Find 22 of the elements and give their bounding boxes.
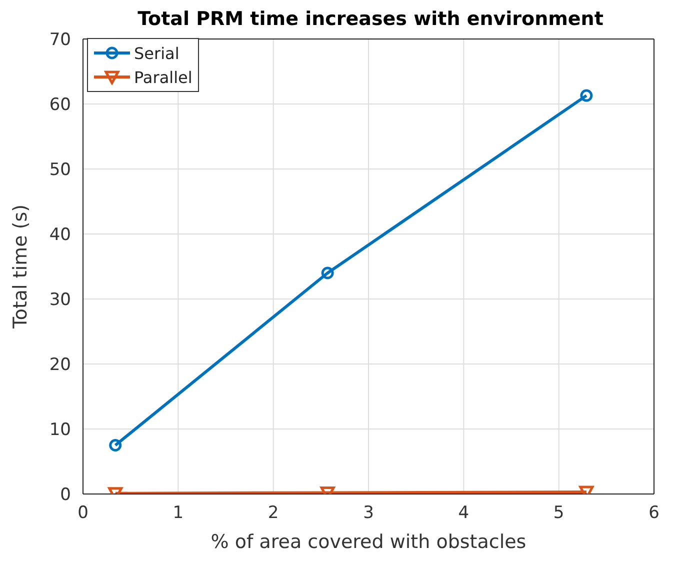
x-axis-title: % of area covered with obstacles bbox=[210, 531, 526, 553]
y-tick-label: 70 bbox=[49, 30, 71, 50]
x-tick-label: 3 bbox=[363, 503, 374, 524]
legend-label: Parallel bbox=[134, 68, 192, 86]
y-tick-label: 10 bbox=[49, 420, 71, 440]
y-tick-label: 0 bbox=[60, 485, 71, 506]
y-tick-label: 30 bbox=[49, 290, 71, 310]
y-axis-title: Total time (s) bbox=[10, 204, 32, 330]
point bbox=[321, 266, 334, 280]
x-tick-label: 4 bbox=[458, 503, 470, 524]
y-tick-label: 20 bbox=[49, 355, 71, 376]
x-tick-label: 5 bbox=[553, 503, 564, 524]
x-tick-label: 2 bbox=[268, 503, 279, 524]
legend-label: Serial bbox=[134, 44, 180, 62]
x-tick-label: 0 bbox=[78, 503, 88, 524]
x-tick-label: 1 bbox=[172, 503, 184, 524]
point bbox=[580, 89, 593, 102]
y-tick-label: 40 bbox=[49, 225, 71, 246]
y-tick-label: 60 bbox=[49, 95, 71, 116]
y-tick-label: 50 bbox=[49, 160, 71, 180]
x-tick-label: 6 bbox=[648, 503, 660, 524]
chart-title: Total PRM time increases with environment bbox=[136, 8, 604, 30]
